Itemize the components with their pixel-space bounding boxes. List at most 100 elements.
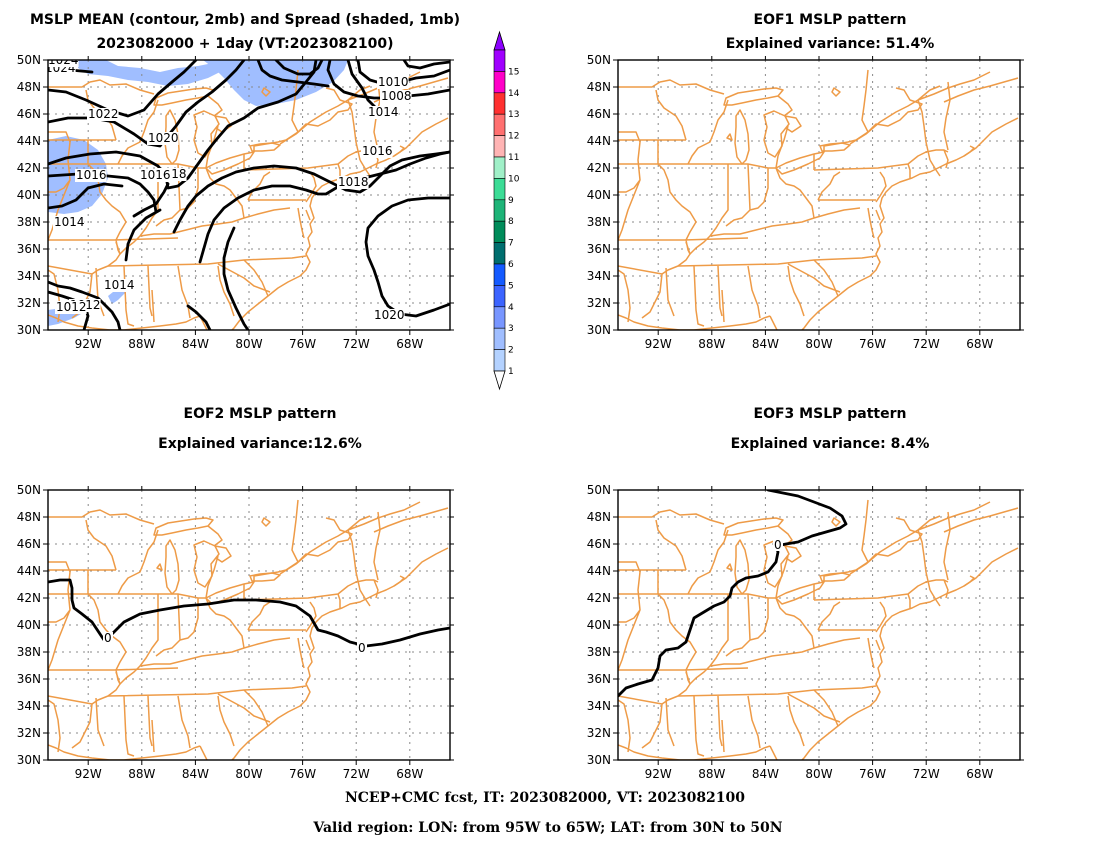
x-tick-label: 68W <box>396 767 423 781</box>
colorbar-label: 2 <box>508 346 514 356</box>
mslp-contour <box>132 182 170 218</box>
spread-shade-area <box>78 60 228 86</box>
y-tick-label: 30N <box>17 323 41 337</box>
x-tick-label: 72W <box>343 767 370 781</box>
y-tick-label: 48N <box>587 510 611 524</box>
y-tick-label: 36N <box>17 242 41 256</box>
state-boundaries <box>618 499 1019 760</box>
contour-label-bg <box>380 90 412 103</box>
y-tick-label: 46N <box>17 537 41 551</box>
mslp-contour <box>222 226 250 330</box>
contour-label-bg <box>147 132 179 145</box>
x-tick-label: 84W <box>752 337 779 351</box>
y-tick-label: 30N <box>587 753 611 767</box>
contour-label: 1016 <box>140 168 171 182</box>
contour-label-bg <box>75 169 107 182</box>
contour-label: 0 <box>358 641 366 655</box>
colorbar-underflow-arrow <box>493 370 506 391</box>
contour-label: 1018 <box>338 175 369 189</box>
y-tick-label: 40N <box>587 618 611 632</box>
panel-eof1: 92W 88W 84W 80W 76W 72W 68W 30N 32N 34N 36N 38N 40N 4… <box>587 53 1024 351</box>
map-grid <box>618 60 1020 330</box>
footer-line-2: Valid region: LON: from 95W to 65W; LAT:… <box>312 820 782 836</box>
map-grid <box>48 490 450 760</box>
y-tick-label: 38N <box>17 215 41 229</box>
mslp-contour <box>48 280 122 330</box>
colorbar-swatch <box>493 199 506 222</box>
colorbar-overflow-arrow <box>493 30 506 51</box>
contour-label-bg <box>361 145 393 158</box>
contour-label: 1010 <box>378 75 409 89</box>
contour-label: 1024 <box>48 53 79 67</box>
y-tick-label: 34N <box>17 699 41 713</box>
y-tick-label: 40N <box>17 188 41 202</box>
y-tick-label: 44N <box>17 564 41 578</box>
mslp-contour <box>124 208 162 262</box>
colorbar-swatch <box>493 71 506 94</box>
colorbar-label: 15 <box>508 67 519 77</box>
x-tick-label: 92W <box>645 767 672 781</box>
colorbar-swatch <box>493 220 506 243</box>
panel-eof1-title: EOF1 MSLP pattern <box>754 12 907 28</box>
colorbar-label: 10 <box>508 174 520 184</box>
colorbar-swatch <box>493 242 506 265</box>
x-tick-label: 92W <box>75 337 102 351</box>
contour-label-bg <box>373 309 405 322</box>
y-tick-label: 38N <box>587 215 611 229</box>
y-tick-label: 42N <box>17 591 41 605</box>
mslp-contour <box>364 196 450 318</box>
contour-label: 1016 <box>362 144 393 158</box>
y-tick-label: 30N <box>587 323 611 337</box>
mslp-contour <box>172 150 450 234</box>
contour-label: 1022 <box>88 107 119 121</box>
mslp-contour <box>274 60 324 76</box>
mslp-contour <box>346 60 380 112</box>
colorbar-swatch <box>493 306 506 329</box>
y-tick-label: 32N <box>17 296 41 310</box>
x-tick-label: 88W <box>128 767 155 781</box>
contour-label-bg <box>337 176 369 189</box>
spread-shade-area <box>203 60 348 106</box>
panel-mslp-mean-subtitle: 2023082000 + 1day (VT:2023082100) <box>96 36 393 52</box>
panel-eof2-subtitle: Explained variance:12.6% <box>158 436 362 452</box>
contour-label: 1014 <box>54 215 85 229</box>
y-tick-label: 42N <box>587 161 611 175</box>
colorbar-label: 4 <box>508 303 514 313</box>
y-tick-label: 36N <box>587 242 611 256</box>
x-tick-label: 72W <box>913 767 940 781</box>
colorbar-label: 12 <box>508 132 519 142</box>
panel-mslp-mean: 1024 1022 1020 1018 1016 1016 1014 1012 10101008… <box>17 53 454 351</box>
contour-label: 1008 <box>381 89 412 103</box>
panel-eof2: 0 0 92W 88W 84W 80W 76W 72W 68W 30N 32N 34N 36N 38N 40… <box>17 483 454 781</box>
y-tick-label: 50N <box>587 53 611 67</box>
colorbar-swatch <box>493 327 506 350</box>
y-tick-label: 48N <box>17 80 41 94</box>
panel-eof3-title: EOF3 MSLP pattern <box>754 406 907 422</box>
y-tick-label: 40N <box>587 188 611 202</box>
contour-label-bg <box>357 642 367 655</box>
contour-label-bg <box>103 279 135 292</box>
mslp-contour <box>256 60 330 88</box>
x-tick-label: 92W <box>645 337 672 351</box>
colorbar-swatch <box>493 135 506 158</box>
colorbar-label: 6 <box>508 260 514 270</box>
y-tick-label: 48N <box>587 80 611 94</box>
x-tick-label: 76W <box>859 767 886 781</box>
mslp-contour <box>198 150 450 264</box>
y-tick-label: 40N <box>17 618 41 632</box>
contour-label-bg <box>55 301 87 314</box>
contour-label-bg <box>87 108 119 121</box>
y-tick-label: 34N <box>587 269 611 283</box>
panel-eof3-subtitle: Explained variance: 8.4% <box>731 436 930 452</box>
colorbar: 15 14 13 12 11 10 9 8 7 6 5 4 3 2 1 <box>493 30 520 391</box>
x-tick-label: 88W <box>128 337 155 351</box>
y-tick-label: 50N <box>587 483 611 497</box>
colorbar-swatch <box>493 113 506 136</box>
y-tick-label: 46N <box>587 537 611 551</box>
x-tick-label: 76W <box>289 337 316 351</box>
colorbar-swatch <box>493 349 506 372</box>
x-tick-label: 80W <box>805 767 832 781</box>
x-tick-label: 84W <box>182 337 209 351</box>
y-tick-label: 44N <box>587 134 611 148</box>
